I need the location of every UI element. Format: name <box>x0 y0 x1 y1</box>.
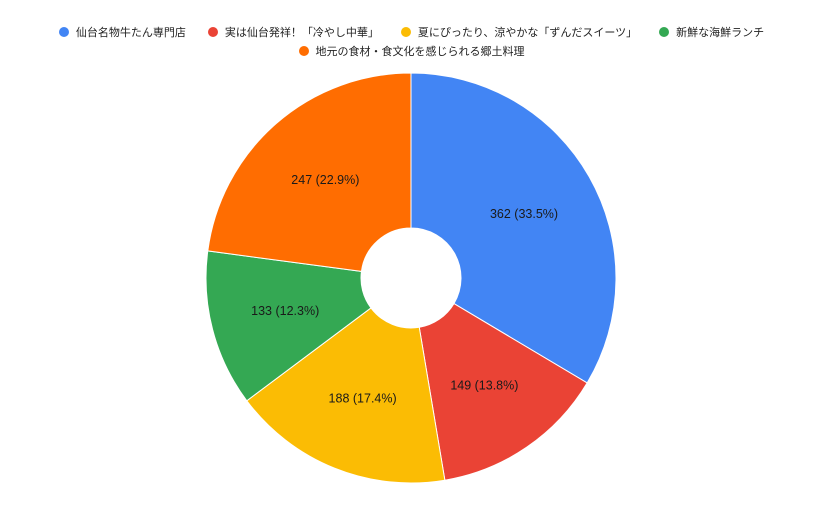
slice-data-label: 133 (12.3%) <box>251 304 319 318</box>
legend-swatch-icon <box>400 27 411 37</box>
legend-swatch-icon <box>298 46 309 56</box>
legend-item-gyutan[interactable]: 仙台名物牛たん専門店 <box>58 24 186 40</box>
legend-swatch-icon <box>58 27 69 37</box>
legend-label: 夏にぴったり、涼やかな「ずんだスイーツ」 <box>417 26 638 39</box>
legend-item-hiyashi-chuka[interactable]: 実は仙台発祥！「冷やし中華」 <box>207 24 379 40</box>
legend-item-local-cuisine[interactable]: 地元の食材・食文化を感じられる郷土料理 <box>298 43 525 59</box>
pie-slice[interactable] <box>205 250 372 402</box>
legend-item-seafood-lunch[interactable]: 新鮮な海鮮ランチ <box>659 24 764 40</box>
pie-slice[interactable] <box>207 72 412 272</box>
legend-item-zunda-sweets[interactable]: 夏にぴったり、涼やかな「ずんだスイーツ」 <box>400 24 638 40</box>
slice-data-label: 247 (22.9%) <box>291 173 359 187</box>
legend-row: 地元の食材・食文化を感じられる郷土料理 <box>0 43 823 59</box>
legend-swatch-icon <box>659 27 670 37</box>
slice-data-label: 188 (17.4%) <box>329 392 397 406</box>
legend-row: 仙台名物牛たん専門店 実は仙台発祥！「冷やし中華」 夏にぴったり、涼やかな「ずん… <box>0 24 823 40</box>
legend-label: 地元の食材・食文化を感じられる郷土料理 <box>315 45 525 58</box>
pie-slice[interactable] <box>410 72 617 384</box>
legend-label: 新鮮な海鮮ランチ <box>676 26 765 39</box>
slice-data-label: 362 (33.5%) <box>490 207 558 221</box>
slice-data-label: 149 (13.8%) <box>450 378 518 392</box>
legend-label: 実は仙台発祥！「冷やし中華」 <box>224 26 379 39</box>
legend-swatch-icon <box>207 27 218 37</box>
pie-slice[interactable] <box>418 302 588 481</box>
legend-label: 仙台名物牛たん専門店 <box>75 26 186 39</box>
pie-slice[interactable] <box>246 307 446 484</box>
